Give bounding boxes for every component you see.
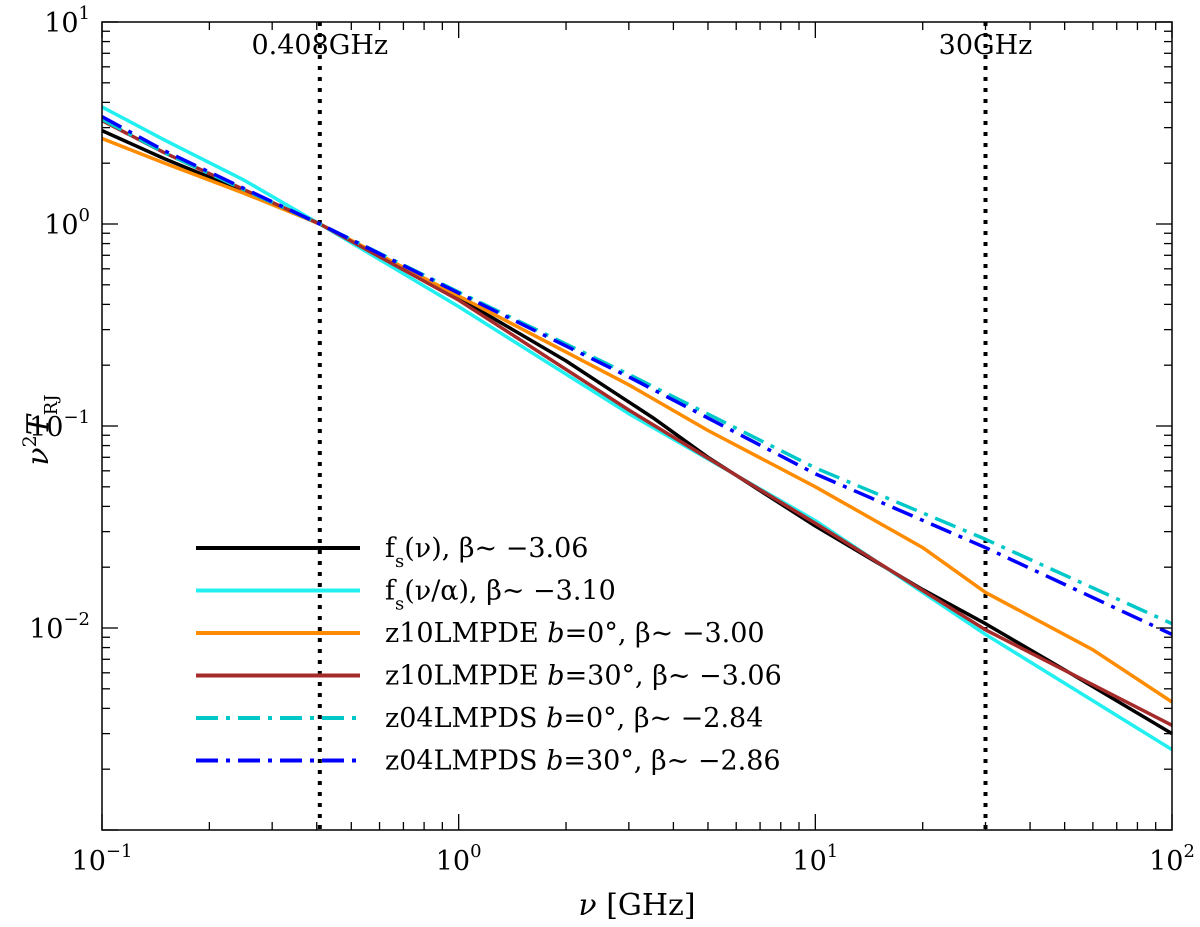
vertical-marker-label: 0.408GHz: [251, 30, 388, 61]
y-axis-sub: RJ: [41, 394, 62, 415]
y-tick-label: 101: [44, 3, 90, 39]
legend-main: z04LMPDS: [385, 746, 546, 777]
x-tick-base: 10: [1149, 846, 1183, 877]
legend-label: z10LMPDE b=30°, β~ −3.06: [385, 661, 782, 692]
legend-label: z04LMPDS b=30°, β~ −2.86: [385, 746, 781, 777]
y-tick-exponent: 0: [79, 205, 90, 226]
x-tick-exponent: −1: [106, 841, 133, 862]
y-tick-label: 100: [44, 205, 90, 241]
legend-rest: =0°, β~ −3.00: [565, 618, 765, 649]
y-tick-base: 10: [29, 412, 63, 443]
x-tick-label: 102: [1149, 841, 1195, 877]
y-tick-label: 10−2: [29, 609, 90, 645]
legend-b: b: [546, 703, 563, 734]
y-tick-exponent: −2: [63, 609, 90, 630]
x-tick-label: 101: [792, 841, 838, 877]
x-tick-base: 10: [436, 846, 470, 877]
legend-main: f: [385, 533, 397, 564]
x-axis-symbol: ν: [578, 888, 596, 923]
y-axis-nu: ν: [21, 447, 56, 465]
legend-label: z04LMPDS b=0°, β~ −2.84: [385, 703, 763, 734]
vertical-markers: 0.408GHz 30GHz: [251, 22, 1032, 830]
legend-b: b: [547, 661, 564, 692]
y-tick-base: 10: [44, 210, 78, 241]
y-axis-label: ν2TRJ: [19, 394, 62, 465]
x-tick-exponent: 2: [1183, 841, 1194, 862]
y-axis-t: T: [21, 413, 56, 435]
legend-rest: (ν), β~ −3.06: [404, 533, 588, 564]
data-series: [101, 105, 1173, 752]
legend-label: z10LMPDE b=0°, β~ −3.00: [385, 618, 765, 649]
series-line-fs_nu_alpha: [101, 105, 1173, 752]
legend-sub: s: [395, 551, 404, 572]
x-tick-exponent: 1: [827, 841, 838, 862]
legend-rest: =0°, β~ −2.84: [563, 703, 763, 734]
legend-rest: (ν/α), β~ −3.10: [404, 576, 616, 607]
legend-b: b: [546, 746, 563, 777]
legend-sub: s: [395, 594, 404, 615]
x-tick-label: 10−1: [72, 841, 133, 877]
y-tick-label: 10−1: [29, 407, 90, 443]
y-tick-base: 10: [29, 614, 63, 645]
legend-main: f: [385, 576, 397, 607]
x-tick-exponent: 0: [470, 841, 481, 862]
legend-main: z04LMPDS: [385, 703, 546, 734]
y-tick-base: 10: [44, 8, 78, 39]
y-tick-exponent: 1: [79, 3, 90, 24]
x-tick-base: 10: [792, 846, 826, 877]
series-line-z04LMPDS_b30: [101, 115, 1173, 636]
series-line-z10LMPDE_b0: [101, 136, 1173, 704]
y-axis-sup: 2: [19, 435, 41, 447]
legend-rest: =30°, β~ −3.06: [565, 661, 782, 692]
x-axis-unit: [GHz]: [597, 888, 696, 923]
legend-main: z10LMPDE: [385, 618, 547, 649]
legend-rest: =30°, β~ −2.86: [563, 746, 780, 777]
y-tick-exponent: −1: [63, 407, 90, 428]
x-axis-label: ν [GHz]: [578, 888, 695, 923]
legend-label: fs(ν), β~ −3.06: [385, 533, 588, 572]
legend-main: z10LMPDE: [385, 661, 547, 692]
legend-b: b: [547, 618, 564, 649]
legend-label: fs(ν/α), β~ −3.10: [385, 576, 616, 615]
x-tick-label: 100: [436, 841, 482, 877]
x-tick-base: 10: [72, 846, 106, 877]
vertical-marker-label: 30GHz: [939, 30, 1033, 61]
